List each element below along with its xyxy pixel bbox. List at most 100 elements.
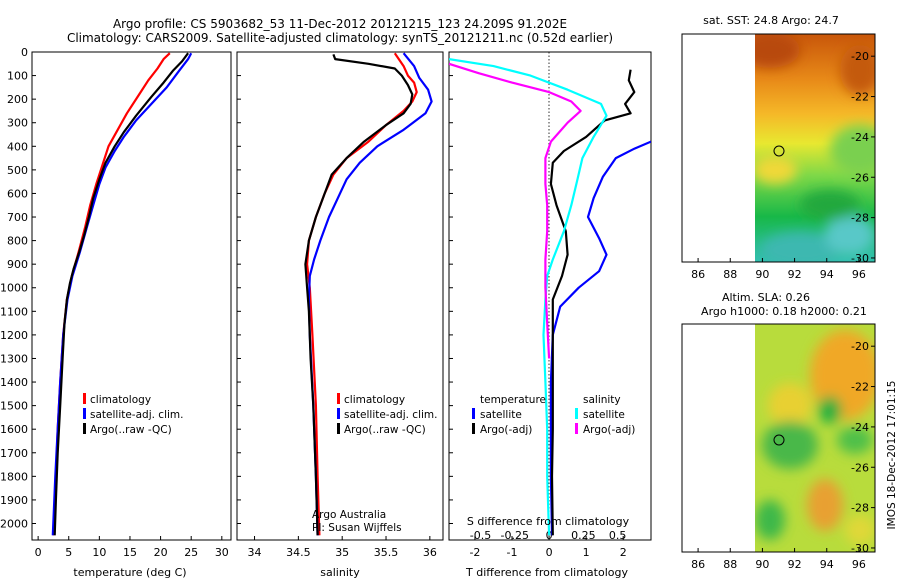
x-tick-label: 0 [35,546,42,559]
lon-tick-label: 86 [691,558,705,571]
x-tick-label: 34 [248,546,262,559]
lon-tick-label: 94 [820,558,834,571]
legend-label-satellite: satellite-adj. clim. [90,409,183,421]
legend-label-temp-satellite: satellite [480,409,522,421]
t-difference-xlabel: T difference from climatology [465,566,628,579]
salinity-panel-frame [236,51,444,541]
series-line-climatology [306,52,418,536]
y-tick-label: 100 [7,70,28,83]
depth-axis: 0 100 200 300 400 500 600 700 800 900 1000 1100 1200… [0,46,453,530]
lat-tick-label: -30 [851,252,869,265]
lat-tick-label: -28 [851,212,869,225]
y-tick-label: 900 [7,258,28,271]
legend-swatch-sal-argo [575,423,578,434]
sst-lon-axis: 86 88 90 92 94 96 [691,258,866,281]
x-tick-label: 34.5 [286,546,311,559]
x-tick-label: 15 [123,546,137,559]
temperature-panel-frame [31,51,232,541]
y-tick-label: 700 [7,211,28,224]
y-tick-label: 1600 [0,423,28,436]
legend-label-climatology: climatology [344,394,405,406]
lon-tick-label: 92 [788,558,802,571]
lon-tick-label: 92 [788,268,802,281]
x-tick-label: 30 [215,546,229,559]
y-tick-label: 1700 [0,447,28,460]
legend-swatch-satellite [83,408,86,419]
lat-tick-label: -26 [851,171,869,184]
series-line-temperature-argo-adj- [549,69,636,536]
x-tick-label: 0 [546,546,553,559]
s-tick-label: 0.5 [609,529,627,542]
sla-map-subtitle: Argo h1000: 0.18 h2000: 0.21 [701,305,867,318]
lat-tick-label: -20 [851,50,869,63]
x-tick-label: 35 [335,546,349,559]
legend-label-satellite: satellite-adj. clim. [344,409,437,421]
temperature-x-axis: 0 5 10 15 20 25 30 [35,536,229,559]
legend-label-sal-satellite: satellite [583,409,625,421]
legend-label-temp-argo: Argo(-adj) [480,424,532,436]
salinity-x-axis: 34 34.5 35 35.5 36 [248,536,437,559]
s-tick-label: -0.25 [501,529,529,542]
lat-tick-label: -24 [851,131,869,144]
y-tick-label: 1900 [0,494,28,507]
lon-tick-label: 96 [852,268,866,281]
x-tick-label: 20 [154,546,168,559]
x-tick-label: 35.5 [374,546,399,559]
legend-label-climatology: climatology [90,394,151,406]
sst-map: -20 -22 -24 -26 -28 -30 86 88 90 92 94 96 [681,33,876,281]
legend-swatch-climatology [83,393,86,404]
lat-tick-label: -28 [851,502,869,515]
series-line-satellite-adj-clim- [307,52,433,536]
legend-label-sal-argo: Argo(-adj) [583,424,635,436]
x-tick-label: 25 [184,546,198,559]
x-tick-label: 1 [583,546,590,559]
series-line-climatology [52,52,171,536]
y-tick-label: 1800 [0,470,28,483]
t-difference-x-axis: -2 -1 0 1 2 [469,536,627,559]
y-tick-label: 0 [21,46,28,59]
legend-swatch-argo [337,423,340,434]
lat-tick-label: -30 [851,542,869,555]
y-tick-label: 2000 [0,517,28,530]
lat-tick-label: -22 [851,91,869,104]
imos-timestamp: IMOS 18-Dec-2012 17:01:15 [886,381,898,530]
legend-swatch-argo [83,423,86,434]
legend-swatch-temp-argo [472,423,475,434]
x-tick-label: 36 [423,546,437,559]
sla-map: -20 -22 -24 -26 -28 -30 86 88 90 92 94 96 [681,323,876,571]
lat-tick-label: -24 [851,421,869,434]
series-line-argo-raw-qc- [53,52,189,536]
temperature-legend: climatology satellite-adj. clim. Argo(..… [83,393,183,436]
difference-legend: temperature salinity satellite Argo(-adj… [472,394,635,436]
difference-series [449,58,651,536]
y-tick-label: 1500 [0,400,28,413]
legend-swatch-climatology [337,393,340,404]
sla-map-frame [681,323,876,553]
lon-tick-label: 90 [755,558,769,571]
legend-title-temperature: temperature [480,394,546,406]
legend-title-salinity: salinity [583,394,621,406]
y-tick-label: 200 [7,93,28,106]
y-tick-label: 600 [7,187,28,200]
s-difference-xlabel: S difference from climatology [467,515,630,528]
legend-swatch-temp-satellite [472,408,475,419]
temperature-xlabel: temperature (deg C) [73,566,186,579]
legend-swatch-satellite [337,408,340,419]
series-line-satellite-adj-clim- [51,52,193,536]
series-line-salinity-argo-adj- [449,62,582,359]
argo-australia-label: Argo Australia [312,509,386,521]
s-tick-label: 0.25 [571,529,596,542]
sst-map-title: sat. SST: 24.8 Argo: 24.7 [703,14,839,27]
salinity-xlabel: salinity [320,566,360,579]
salinity-series [304,52,433,536]
temperature-series [51,52,193,536]
y-tick-label: 500 [7,164,28,177]
sla-field [755,324,875,552]
y-tick-label: 1100 [0,305,28,318]
y-tick-label: 300 [7,117,28,130]
sla-lat-axis: -20 -22 -24 -26 -28 -30 [851,340,875,555]
legend-label-argo: Argo(..raw -QC) [90,424,172,436]
sla-map-title: Altim. SLA: 0.26 [722,291,810,304]
y-tick-label: 1000 [0,282,28,295]
